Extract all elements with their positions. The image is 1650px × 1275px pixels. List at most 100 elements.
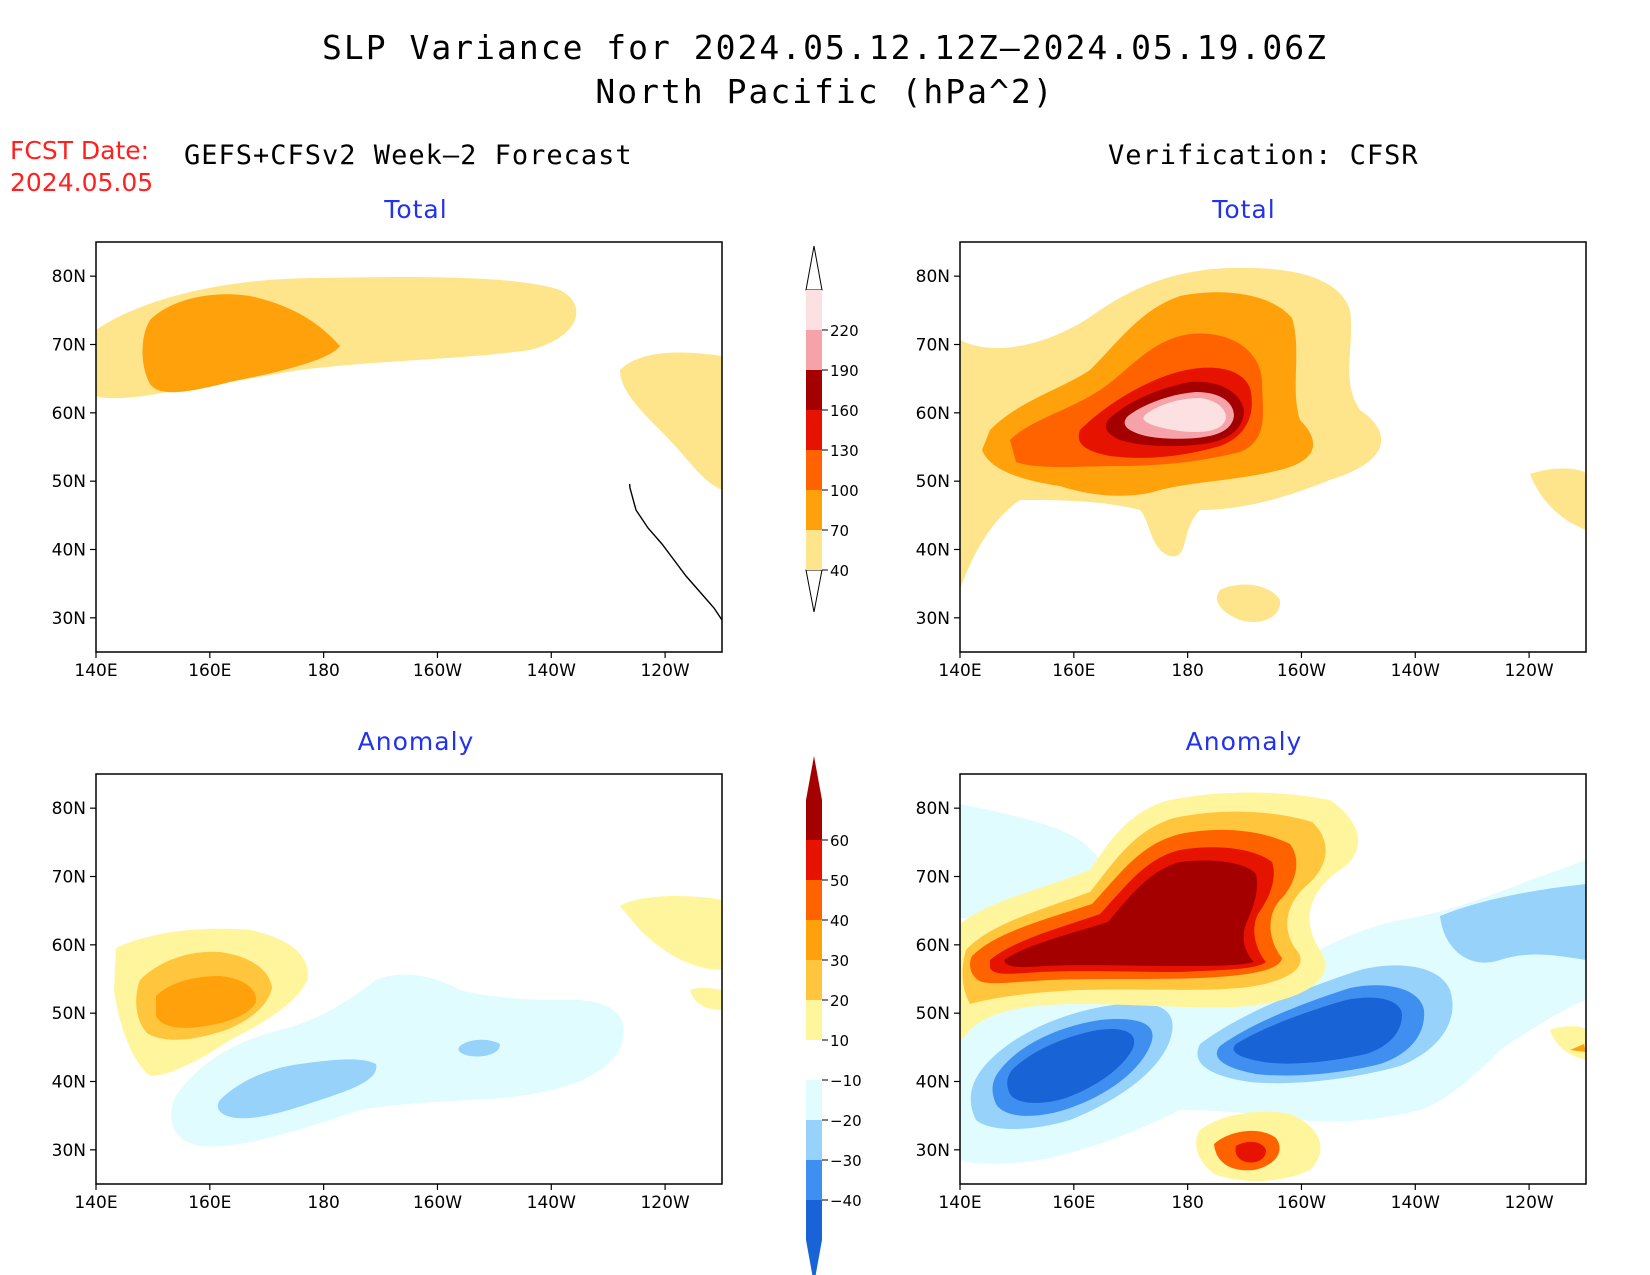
forecast-column-header: GEFS+CFSv2 Week–2 Forecast [184, 140, 633, 171]
lon-tick-label: 160E [1052, 1193, 1095, 1213]
lon-tick-label: 120W [1504, 1193, 1553, 1213]
lon-tick-label: 160E [188, 661, 231, 681]
lat-tick-label: 80N [52, 799, 86, 819]
colorbar-total-label: 40 [830, 562, 849, 580]
lon-tick-label: 120W [640, 1193, 689, 1213]
colorbar-anomaly-swatch [806, 920, 822, 960]
colorbar-anomaly-swatch [806, 1040, 822, 1080]
main-title-line1: SLP Variance for 2024.05.12.12Z–2024.05.… [322, 28, 1328, 67]
lon-tick-label: 160W [1277, 661, 1326, 681]
lon-tick-label: 160W [1277, 1193, 1326, 1213]
verification-total-frame [959, 241, 1587, 653]
colorbar-total-swatch [806, 370, 822, 410]
lon-tick-label: 180 [307, 661, 339, 681]
colorbar-total-swatch [806, 450, 822, 490]
lon-tick-label: 140W [527, 1193, 576, 1213]
lat-tick-label: 40N [52, 541, 86, 561]
colorbar-total-label: 220 [830, 322, 859, 340]
colorbar-total-label: 70 [830, 522, 849, 540]
lat-tick-label: 40N [916, 1073, 950, 1093]
lat-tick-label: 40N [916, 541, 950, 561]
colorbar-anomaly-label: 10 [830, 1032, 849, 1050]
verification-anomaly-panel [959, 773, 1587, 1185]
colorbar-total-label: 190 [830, 362, 859, 380]
lat-tick-label: 40N [52, 1073, 86, 1093]
lat-tick-label: 80N [916, 799, 950, 819]
axes-layer: 80N 70N 60N 50N 40N 30N 140E 160E 180 160W 140W 120… [52, 267, 1554, 1213]
lat-tick-label: 50N [52, 472, 86, 492]
lat-tick-label: 70N [52, 868, 86, 888]
colorbar-total-swatch [806, 290, 822, 330]
lat-tick-label: 60N [52, 936, 86, 956]
colorbar-total-swatch [806, 530, 822, 570]
main-title-line2: North Pacific (hPa^2) [595, 72, 1055, 111]
colorbar-total-label: 160 [830, 402, 859, 420]
colorbar-anomaly-label: −10 [830, 1072, 862, 1090]
forecast-anomaly-frame [95, 773, 723, 1185]
panel-title-forecast-anomaly: Anomaly [357, 727, 475, 756]
verification-column-header: Verification: CFSR [1108, 140, 1419, 171]
colorbar-total-label: 130 [830, 442, 859, 460]
lon-tick-label: 140W [527, 661, 576, 681]
colorbar-anomaly: 60 50 40 30 20 10 −10 −20 −30 −40 [806, 756, 862, 1275]
forecast-total-frame [95, 241, 723, 653]
colorbar-anomaly-swatch [806, 1200, 822, 1240]
colorbar-anomaly-swatch [806, 800, 822, 840]
lat-tick-label: 50N [916, 472, 950, 492]
lon-tick-label: 140W [1391, 661, 1440, 681]
lat-tick-label: 60N [916, 936, 950, 956]
lon-tick-label: 120W [1504, 661, 1553, 681]
lat-tick-label: 50N [916, 1004, 950, 1024]
colorbar-anomaly-swatch [806, 960, 822, 1000]
lon-tick-label: 140E [938, 661, 981, 681]
colorbar-anomaly-bottom-arrow [806, 1240, 822, 1275]
panel-title-verification-anomaly: Anomaly [1185, 727, 1303, 756]
lat-tick-label: 80N [52, 267, 86, 287]
colorbar-anomaly-swatch [806, 1120, 822, 1160]
colorbar-anomaly-label: 60 [830, 832, 849, 850]
colorbar-anomaly-label: 30 [830, 952, 849, 970]
forecast-anomaly-panel [95, 773, 723, 1185]
lat-tick-label: 60N [52, 404, 86, 424]
lat-tick-label: 70N [916, 336, 950, 356]
colorbar-anomaly-label: −20 [830, 1112, 862, 1130]
colorbar-total-swatch [806, 330, 822, 370]
verification-anomaly-frame [959, 773, 1587, 1185]
lon-tick-label: 180 [1171, 661, 1203, 681]
lat-tick-label: 30N [916, 609, 950, 629]
forecast-date-value: 2024.05.05 [10, 168, 154, 197]
colorbar-anomaly-swatch [806, 840, 822, 880]
lat-tick-label: 60N [916, 404, 950, 424]
colorbar-anomaly-label: 50 [830, 872, 849, 890]
forecast-date-label: FCST Date: [10, 136, 150, 165]
colorbar-anomaly-label: 40 [830, 912, 849, 930]
colorbar-anomaly-swatch [806, 1160, 822, 1200]
colorbar-total-swatch [806, 490, 822, 530]
colorbar-total-bottom-arrow [805, 569, 823, 613]
lon-tick-label: 140W [1391, 1193, 1440, 1213]
verification-total-panel [959, 241, 1587, 653]
colorbar-anomaly-label: 20 [830, 992, 849, 1010]
lon-tick-label: 160E [188, 1193, 231, 1213]
lat-tick-label: 30N [52, 1141, 86, 1161]
lat-tick-label: 50N [52, 1004, 86, 1024]
lon-tick-label: 160E [1052, 661, 1095, 681]
panel-title-verification-total: Total [1212, 195, 1276, 224]
panel-title-forecast-total: Total [384, 195, 448, 224]
lat-tick-label: 80N [916, 267, 950, 287]
lon-tick-label: 140E [938, 1193, 981, 1213]
colorbar-total-top-arrow [805, 245, 823, 291]
colorbar-anomaly-label: −30 [830, 1152, 862, 1170]
lat-tick-label: 30N [52, 609, 86, 629]
lon-tick-label: 180 [307, 1193, 339, 1213]
colorbar-total-label: 100 [830, 482, 859, 500]
colorbar-anomaly-swatch [806, 880, 822, 920]
lon-tick-label: 180 [1171, 1193, 1203, 1213]
lon-tick-label: 140E [74, 1193, 117, 1213]
lat-tick-label: 70N [916, 868, 950, 888]
colorbar-anomaly-label: −40 [830, 1192, 862, 1210]
colorbar-total: 40 70 100 130 160 190 220 [805, 245, 859, 613]
colorbar-anomaly-top-arrow [806, 756, 822, 800]
forecast-total-panel [95, 241, 723, 653]
